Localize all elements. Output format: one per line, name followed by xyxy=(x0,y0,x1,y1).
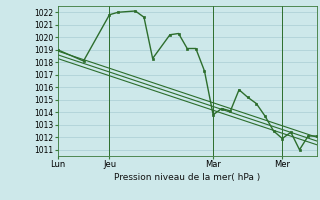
X-axis label: Pression niveau de la mer( hPa ): Pression niveau de la mer( hPa ) xyxy=(114,173,260,182)
